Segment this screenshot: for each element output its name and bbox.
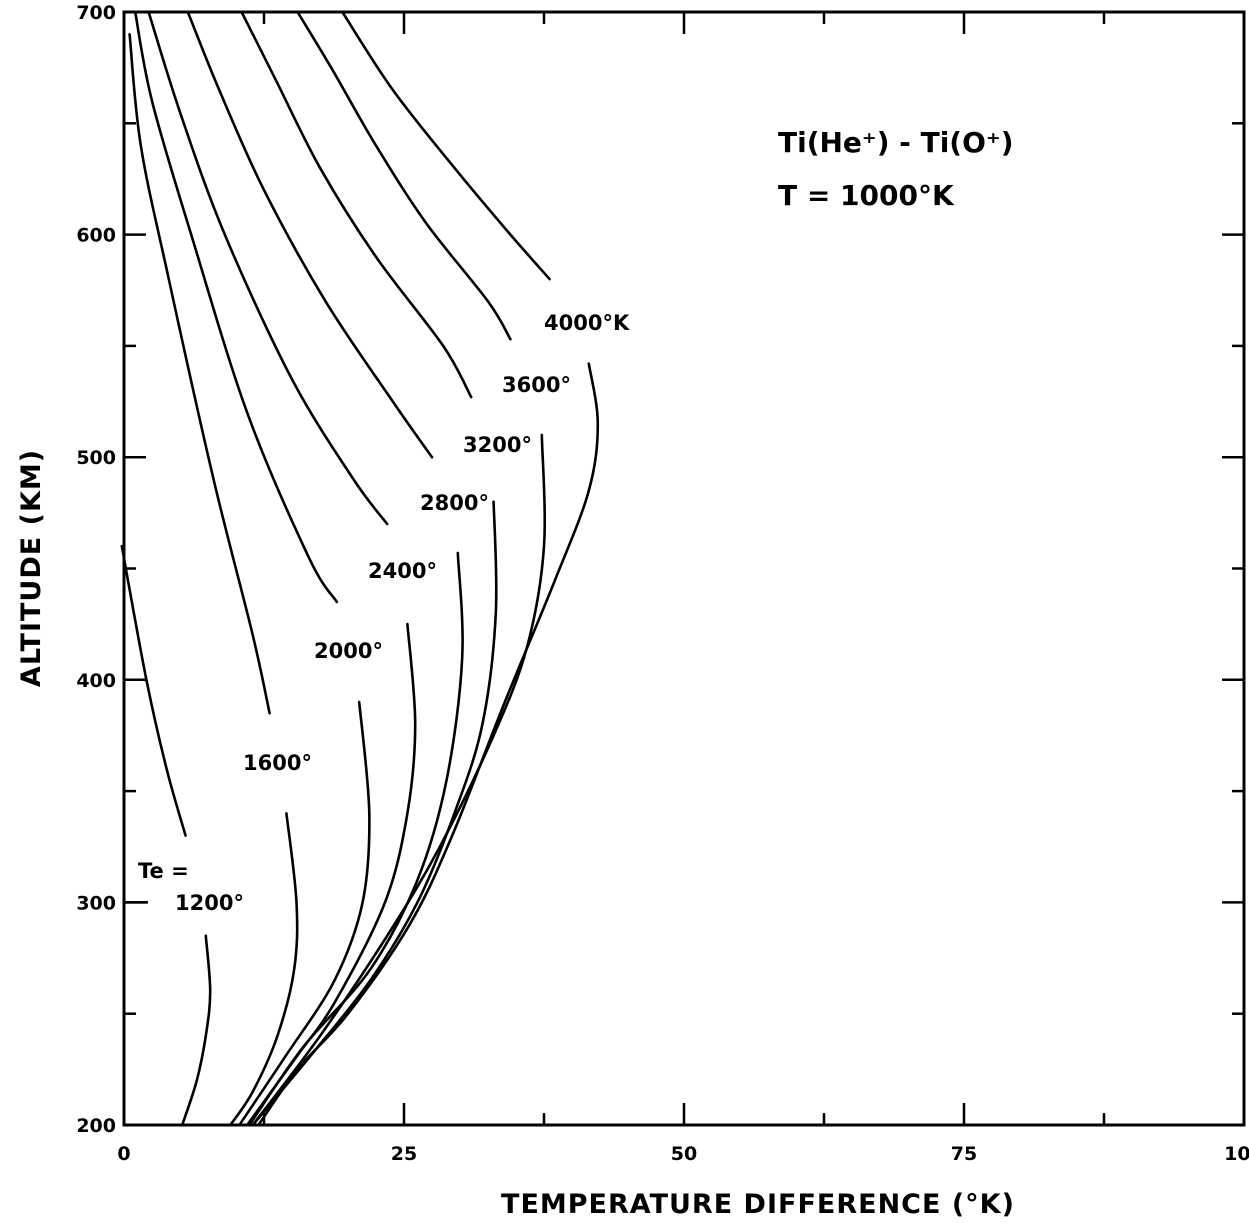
y-axis-title: ALTITUDE (KM)	[16, 449, 47, 687]
curve-te-3600	[296, 10, 512, 341]
curve-label: 1200°	[175, 891, 244, 915]
curve-label: 3200°	[463, 433, 532, 457]
curve-te-2000	[133, 10, 339, 604]
curve-te-1600	[229, 812, 299, 1127]
axis-ticks	[122, 10, 1246, 1127]
curve-te-1200	[120, 544, 187, 837]
curve-te-2800	[186, 10, 434, 459]
curve-te-1200	[180, 934, 212, 1127]
x-axis-title: TEMPERATURE DIFFERENCE (°K)	[501, 1189, 1015, 1220]
plot-frame	[122, 10, 1246, 1127]
x-tick-label: 0	[117, 1143, 130, 1165]
curve-label: 2800°	[420, 491, 489, 515]
curve-label: 3600°	[502, 373, 571, 397]
x-tick-label: 50	[671, 1143, 697, 1165]
curve-label: 2000°	[314, 639, 383, 663]
curve-te-3600	[251, 433, 547, 1127]
x-tick-label: 75	[951, 1143, 977, 1165]
x-tick-label: 25	[391, 1143, 417, 1165]
curve-te-3200	[240, 10, 473, 399]
curve-te-4000	[257, 362, 600, 1127]
y-tick-label: 700	[76, 2, 116, 24]
x-tick-label: 100	[1224, 1143, 1249, 1165]
curve-label: 2400°	[368, 559, 437, 583]
axis-tick-labels: 0 25 50 75 100 200 300 400 500 600 700	[76, 2, 1249, 1165]
curve-label: 4000°K	[544, 311, 630, 335]
y-tick-label: 300	[76, 892, 116, 914]
y-tick-label: 200	[76, 1115, 116, 1137]
curve-labels: Te = 1200° 1600° 2000° 2400° 2800° 3200° 3600° 4…	[138, 311, 630, 915]
y-tick-label: 500	[76, 447, 116, 469]
annotation-line-2: T = 1000°K	[778, 179, 955, 212]
curves	[120, 10, 600, 1127]
curve-te-2800	[248, 551, 464, 1127]
annotation-line-1: Ti(He⁺) - Ti(O⁺)	[778, 126, 1013, 159]
curve-label-prefix: Te =	[138, 859, 189, 883]
curve-te-1600	[128, 33, 271, 715]
curve-te-2000	[238, 700, 371, 1127]
curve-te-4000	[341, 10, 551, 281]
curve-label: 1600°	[243, 751, 312, 775]
y-tick-label: 400	[76, 670, 116, 692]
curve-te-2400	[147, 10, 389, 526]
y-tick-label: 600	[76, 225, 116, 247]
